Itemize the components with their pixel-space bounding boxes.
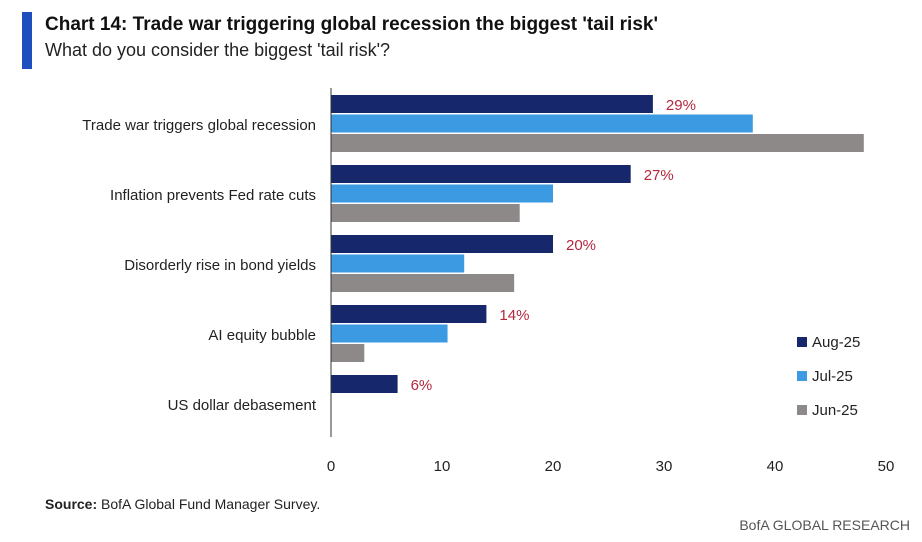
category-label: AI equity bubble — [208, 327, 316, 344]
data-label: 27% — [644, 167, 674, 184]
data-label: 20% — [566, 237, 596, 254]
data-label: 29% — [666, 97, 696, 114]
bar-jun-25 — [331, 134, 864, 152]
category-label: US dollar debasement — [168, 397, 317, 414]
category-label: Trade war triggers global recession — [82, 117, 316, 134]
legend-label: Aug-25 — [812, 334, 860, 351]
bar-aug-25 — [331, 305, 487, 323]
category-label: Inflation prevents Fed rate cuts — [110, 187, 316, 204]
x-tick-label: 20 — [545, 458, 562, 475]
legend-swatch — [797, 371, 807, 381]
legend-label: Jul-25 — [812, 368, 853, 385]
category-label: Disorderly rise in bond yields — [124, 257, 316, 274]
source-note: Source: BofA Global Fund Manager Survey. — [45, 496, 320, 512]
source-label: Source: — [45, 496, 98, 512]
x-tick-label: 40 — [767, 458, 784, 475]
bar-jun-25 — [331, 344, 365, 362]
chart-title: Chart 14: Trade war triggering global re… — [45, 14, 658, 35]
bar-aug-25 — [331, 375, 398, 393]
bar-aug-25 — [331, 95, 653, 113]
bar-jun-25 — [331, 274, 515, 292]
bar-jul-25 — [331, 184, 553, 203]
source-text: BofA Global Fund Manager Survey. — [97, 496, 321, 512]
bar-aug-25 — [331, 235, 553, 253]
bar-jul-25 — [331, 254, 465, 273]
x-tick-label: 0 — [327, 458, 335, 475]
legend-label: Jun-25 — [812, 402, 858, 419]
legend-swatch — [797, 405, 807, 415]
x-tick-label: 50 — [878, 458, 895, 475]
legend-swatch — [797, 337, 807, 347]
bar-aug-25 — [331, 165, 631, 183]
x-tick-label: 30 — [656, 458, 673, 475]
chart-subtitle: What do you consider the biggest 'tail r… — [45, 40, 391, 60]
bar-jul-25 — [331, 324, 448, 343]
x-tick-label: 10 — [434, 458, 451, 475]
data-label: 6% — [411, 377, 433, 394]
brand-footer: BofA GLOBAL RESEARCH — [739, 517, 910, 533]
accent-bar — [22, 12, 32, 69]
data-label: 14% — [499, 307, 529, 324]
bar-jul-25 — [331, 114, 753, 133]
bar-jun-25 — [331, 204, 520, 222]
